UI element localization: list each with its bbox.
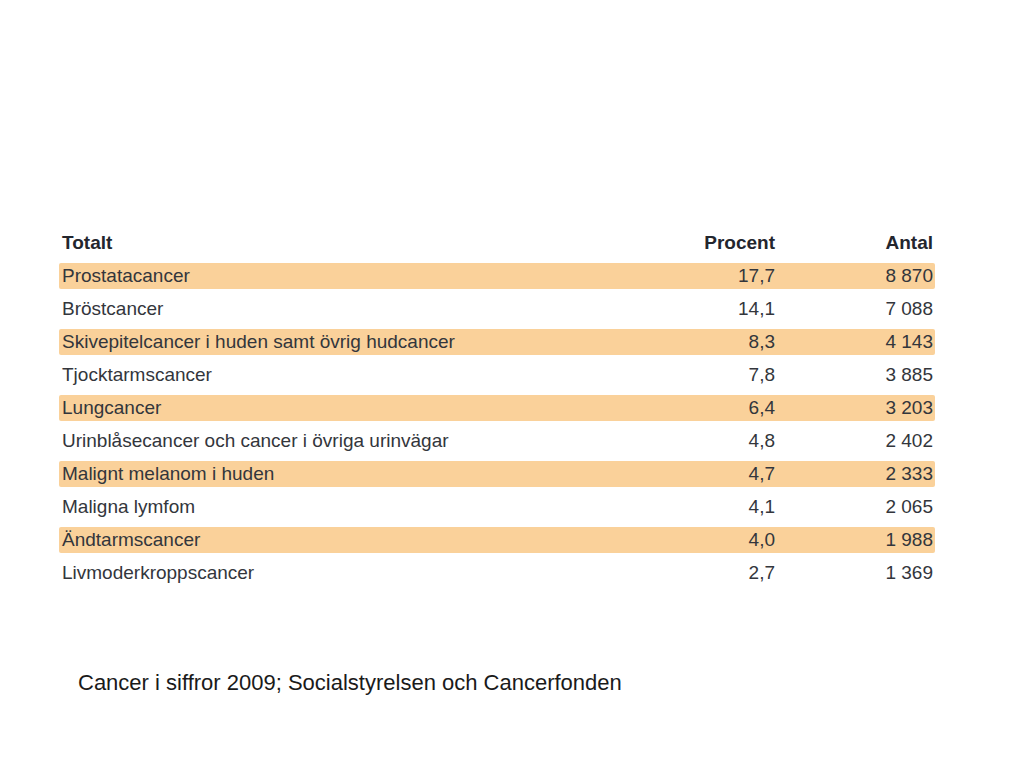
table-row: Maligna lymfom4,12 065 — [59, 494, 935, 520]
procent-value: 14,1 — [635, 296, 775, 322]
antal-value: 1 369 — [775, 560, 935, 586]
procent-value: 4,8 — [635, 428, 775, 454]
antal-value: 2 402 — [775, 428, 935, 454]
table-row: Bröstcancer14,17 088 — [59, 296, 935, 322]
source-citation: Cancer i siffror 2009; Socialstyrelsen o… — [78, 668, 622, 698]
procent-value: 4,7 — [635, 461, 775, 487]
column-header-totalt: Totalt — [59, 230, 635, 256]
slide-page: Totalt Procent Antal Prostatacancer17,78… — [0, 0, 1024, 768]
antal-value: 7 088 — [775, 296, 935, 322]
antal-value: 8 870 — [775, 263, 935, 289]
procent-value: 4,1 — [635, 494, 775, 520]
table-row: Lungcancer6,43 203 — [59, 395, 935, 421]
antal-value: 4 143 — [775, 329, 935, 355]
row-label: Skivepitelcancer i huden samt övrig hudc… — [59, 329, 635, 355]
procent-value: 17,7 — [635, 263, 775, 289]
antal-value: 2 333 — [775, 461, 935, 487]
table-row: Skivepitelcancer i huden samt övrig hudc… — [59, 329, 935, 355]
table-row: Urinblåsecancer och cancer i övriga urin… — [59, 428, 935, 454]
table-body: Prostatacancer17,78 870 Bröstcancer14,17 … — [59, 263, 935, 586]
table-row: Ändtarmscancer4,01 988 — [59, 527, 935, 553]
row-label: Prostatacancer — [59, 263, 635, 289]
procent-value: 6,4 — [635, 395, 775, 421]
row-label: Malignt melanom i huden — [59, 461, 635, 487]
table-row: Livmoderkroppscancer2,71 369 — [59, 560, 935, 586]
cancer-statistics-table: Totalt Procent Antal Prostatacancer17,78… — [59, 230, 935, 593]
row-label: Bröstcancer — [59, 296, 635, 322]
table-row: Tjocktarmscancer7,83 885 — [59, 362, 935, 388]
table-header-row: Totalt Procent Antal — [59, 230, 935, 256]
procent-value: 2,7 — [635, 560, 775, 586]
procent-value: 7,8 — [635, 362, 775, 388]
row-label: Ändtarmscancer — [59, 527, 635, 553]
row-label: Maligna lymfom — [59, 494, 635, 520]
antal-value: 3 885 — [775, 362, 935, 388]
procent-value: 8,3 — [635, 329, 775, 355]
procent-value: 4,0 — [635, 527, 775, 553]
antal-value: 3 203 — [775, 395, 935, 421]
antal-value: 2 065 — [775, 494, 935, 520]
row-label: Tjocktarmscancer — [59, 362, 635, 388]
row-label: Livmoderkroppscancer — [59, 560, 635, 586]
row-label: Lungcancer — [59, 395, 635, 421]
table-row: Malignt melanom i huden4,72 333 — [59, 461, 935, 487]
column-header-procent: Procent — [635, 230, 775, 256]
table-row: Prostatacancer17,78 870 — [59, 263, 935, 289]
antal-value: 1 988 — [775, 527, 935, 553]
column-header-antal: Antal — [775, 230, 935, 256]
row-label: Urinblåsecancer och cancer i övriga urin… — [59, 428, 635, 454]
